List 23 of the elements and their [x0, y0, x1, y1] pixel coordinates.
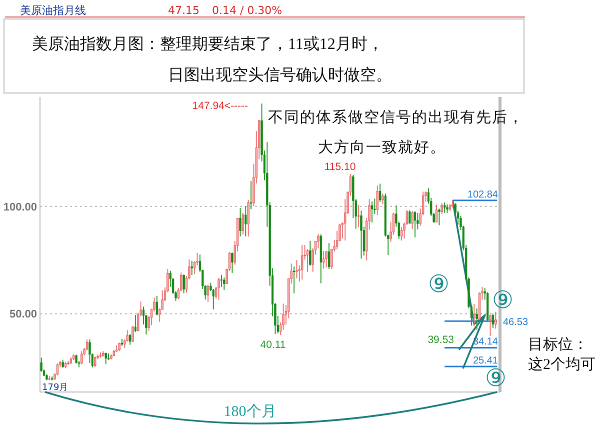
annotation: 179月	[42, 383, 68, 393]
ref-line-label: 25.41	[472, 355, 498, 366]
annotation: 115.10	[324, 161, 356, 173]
ref-line-label: 46.53	[503, 317, 528, 328]
annotation: 39.53	[428, 334, 454, 346]
chart-title: 美原油指月线	[20, 4, 86, 17]
annotation: 147.94<-----	[192, 100, 248, 112]
annotation: ⑨	[492, 288, 514, 314]
y-tick-label: 50.00	[9, 308, 37, 321]
text: 这2个均可	[528, 356, 596, 373]
text: 美原油指数月图：整理期要结束了，11或12月时，	[32, 35, 384, 53]
annotation: 大方向一致就好。	[318, 139, 446, 156]
text: 47.15	[168, 4, 200, 17]
annotation: ⑨	[428, 272, 450, 298]
text: 180个月	[224, 403, 276, 420]
y-tick-label: 100.00	[3, 201, 37, 214]
text: 日图出现空头信号确认时做空。	[168, 66, 392, 84]
text: 目标位：	[528, 336, 588, 353]
annotation: 40.11	[260, 339, 286, 351]
ref-line-label: 102.84	[467, 189, 498, 200]
annotation: ⑨	[485, 366, 507, 392]
text: 0.14 / 0.30%	[212, 4, 282, 17]
annotation: 不同的体系做空信号的出现有先后，	[268, 109, 524, 126]
